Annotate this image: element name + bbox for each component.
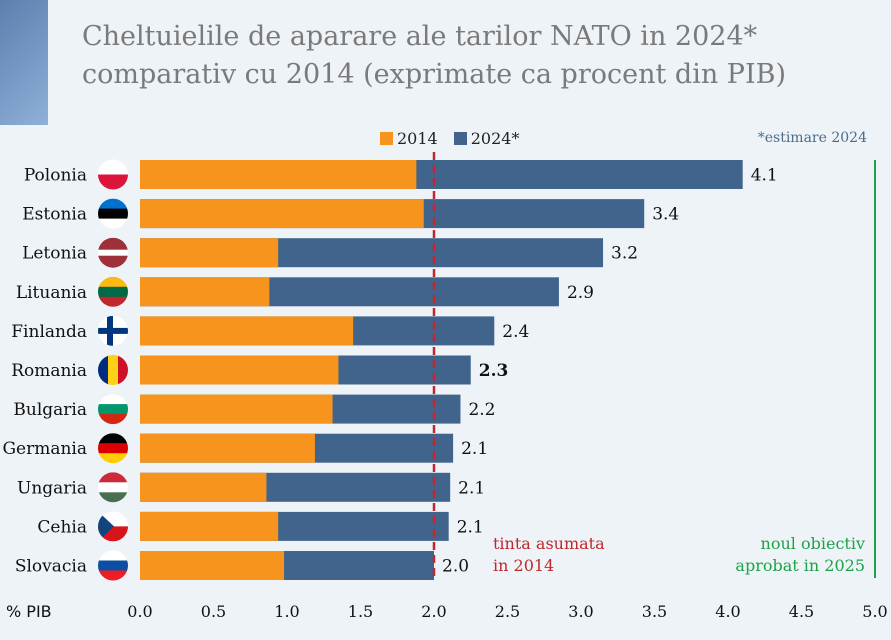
bar-2014 xyxy=(140,160,417,189)
x-axis-label: % PIB xyxy=(6,602,52,621)
value-label: 2.3 xyxy=(479,361,509,381)
bar-2014 xyxy=(140,472,267,502)
legend-swatch-2024 xyxy=(453,132,467,145)
country-label: Lituania xyxy=(16,283,87,303)
country-label: Slovacia xyxy=(15,557,87,577)
title-line-1: Cheltuielile de aparare ale tarilor NATO… xyxy=(82,21,758,52)
flag-germania-icon xyxy=(98,433,128,464)
flag-letonia-icon xyxy=(98,237,128,268)
x-tick-label: 0.5 xyxy=(201,602,226,621)
x-tick-label: 1.0 xyxy=(274,602,299,621)
x-tick-label: 2.0 xyxy=(421,602,446,621)
country-label: Letonia xyxy=(22,244,87,264)
value-label: 2.9 xyxy=(567,283,594,303)
value-label: 2.4 xyxy=(502,322,529,342)
x-tick-label: 3.0 xyxy=(568,602,593,621)
country-label: Bulgaria xyxy=(13,400,87,420)
bar-2014 xyxy=(140,277,270,307)
flag-bulgaria-icon xyxy=(98,394,128,425)
country-label: Germania xyxy=(2,439,87,459)
value-label: 3.2 xyxy=(611,244,638,264)
legend: 2014 2024* xyxy=(380,129,535,148)
annotation-target-2025: aprobat in 2025 xyxy=(735,556,865,575)
value-label: 4.1 xyxy=(751,166,778,186)
flag-lituania-icon xyxy=(98,276,128,307)
value-label: 2.1 xyxy=(457,517,484,537)
annotation-target-2014: tinta asumata xyxy=(493,534,605,553)
title-line-2: comparativ cu 2014 (exprimate ca procent… xyxy=(82,59,787,90)
flag-slovacia-icon xyxy=(98,550,128,581)
chart-title: Cheltuielile de aparare ale tarilor NATO… xyxy=(82,18,872,94)
legend-item-2014: 2014 xyxy=(380,129,438,148)
flag-finlanda-icon xyxy=(98,315,128,346)
x-tick-label: 2.5 xyxy=(495,602,520,621)
footnote: *estimare 2024 xyxy=(757,130,867,146)
x-tick-label: 4.0 xyxy=(715,602,740,621)
flag-cehia-icon xyxy=(98,511,128,542)
country-label: Cehia xyxy=(37,517,87,537)
bar-2014 xyxy=(140,238,279,268)
bar-2014 xyxy=(140,551,285,580)
bar-2014 xyxy=(140,316,354,346)
country-label: Estonia xyxy=(22,205,87,225)
x-tick-label: 1.5 xyxy=(348,602,373,621)
x-tick-label: 3.5 xyxy=(642,602,667,621)
value-label: 2.0 xyxy=(442,557,469,577)
x-tick-label: 5.0 xyxy=(862,602,887,621)
value-label: 2.1 xyxy=(461,439,488,459)
country-label: Polonia xyxy=(24,166,87,186)
bar-2014 xyxy=(140,394,333,424)
x-tick-label: 0.0 xyxy=(127,602,152,621)
annotation-target-2014: in 2014 xyxy=(493,556,554,575)
flag-estonia-icon xyxy=(98,198,128,229)
country-label: Romania xyxy=(11,361,87,381)
bar-2014 xyxy=(140,433,315,463)
value-label: 3.4 xyxy=(652,205,679,225)
bar-2014 xyxy=(140,355,339,385)
country-label: Finlanda xyxy=(11,322,87,342)
value-label: 2.1 xyxy=(458,478,485,498)
legend-item-2024: 2024* xyxy=(453,129,520,148)
legend-label-2014: 2014 xyxy=(397,129,438,148)
flag-romania-icon xyxy=(98,355,128,385)
flag-ungaria-icon xyxy=(98,472,128,503)
country-label: Ungaria xyxy=(17,478,87,498)
legend-label-2024: 2024* xyxy=(470,129,520,148)
bar-2014 xyxy=(140,199,424,229)
bar-2014 xyxy=(140,511,279,541)
annotation-target-2025: noul obiectiv xyxy=(761,534,865,553)
x-tick-label: 4.5 xyxy=(789,602,814,621)
value-label: 2.2 xyxy=(468,400,495,420)
corner-decoration xyxy=(0,0,48,125)
legend-swatch-2014 xyxy=(380,132,393,145)
flag-polonia-icon xyxy=(98,159,128,190)
